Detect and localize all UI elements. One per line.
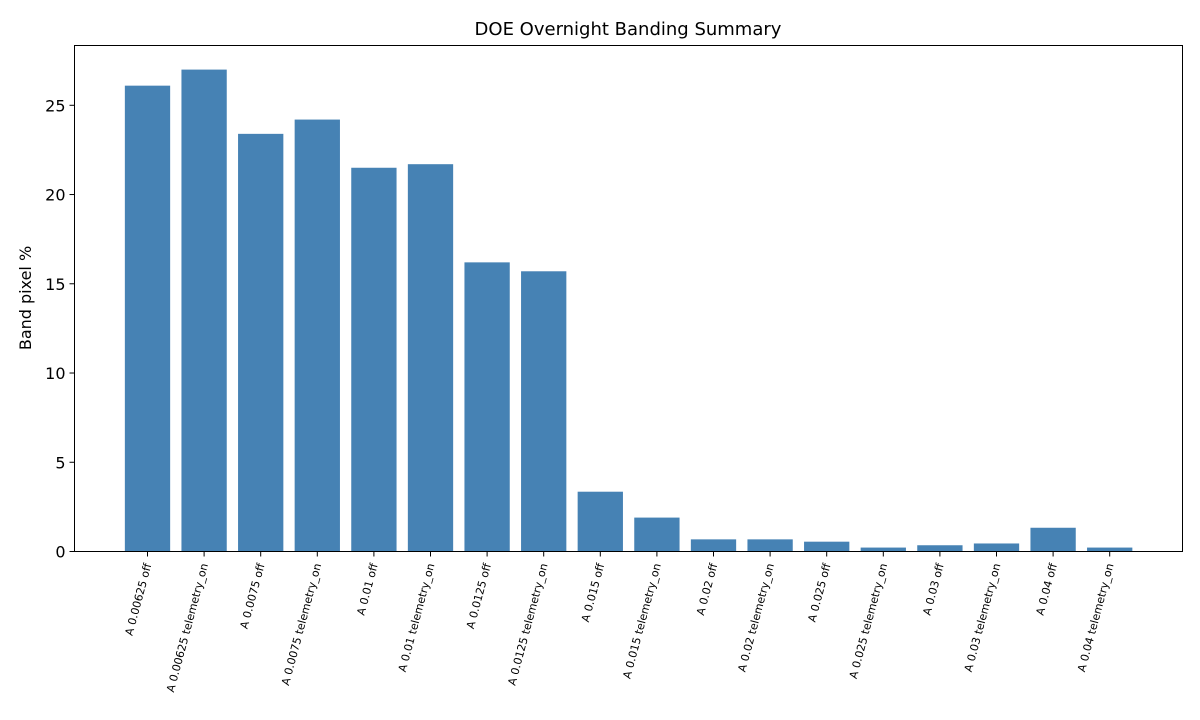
y-axis: 0 5 10 15 20 25 xyxy=(45,96,75,562)
y-tick-label: 10 xyxy=(45,364,65,383)
x-tick-label: A 0.01 telemetry_on xyxy=(396,562,438,674)
bar xyxy=(124,85,171,552)
y-tick-label: 0 xyxy=(55,543,65,562)
bar xyxy=(521,271,567,552)
y-tick-label: 15 xyxy=(45,275,65,294)
bar xyxy=(351,167,397,552)
bar xyxy=(238,133,284,552)
x-tick-label: A 0.04 off xyxy=(1034,562,1060,617)
y-tick-label: 5 xyxy=(55,453,65,472)
bar xyxy=(860,547,906,552)
y-axis-label: Band pixel % xyxy=(16,246,35,350)
x-tick-label: A 0.0125 telemetry_on xyxy=(505,562,550,687)
bar xyxy=(1030,527,1076,552)
y-tick-label: 25 xyxy=(45,96,65,115)
bar xyxy=(690,539,737,552)
bar xyxy=(407,164,454,552)
chart-title: DOE Overnight Banding Summary xyxy=(475,19,782,40)
bar xyxy=(1087,547,1133,552)
x-tick-label: A 0.03 off xyxy=(920,562,946,617)
x-tick-label: A 0.00625 off xyxy=(123,562,155,638)
x-tick-label: A 0.0075 off xyxy=(238,562,268,631)
plot-frame xyxy=(74,45,1183,552)
bar xyxy=(464,262,510,552)
bar xyxy=(181,69,227,552)
bar xyxy=(634,517,680,552)
bar xyxy=(747,539,793,552)
x-tick-label: A 0.025 telemetry_on xyxy=(847,562,890,680)
bars-group xyxy=(124,69,1133,552)
x-tick-label: A 0.0125 off xyxy=(464,562,494,631)
bar xyxy=(577,491,623,552)
x-tick-label: A 0.02 off xyxy=(694,562,720,617)
y-tick-label: 20 xyxy=(45,186,65,205)
x-tick-label: A 0.015 telemetry_on xyxy=(620,562,663,680)
x-tick-label: A 0.03 telemetry_on xyxy=(962,562,1004,674)
x-tick-label: A 0.02 telemetry_on xyxy=(735,562,777,674)
bar xyxy=(294,119,340,552)
x-tick-label: A 0.0075 telemetry_on xyxy=(279,562,324,687)
x-tick-label: A 0.00625 telemetry_on xyxy=(164,562,211,694)
x-tick-label: A 0.025 off xyxy=(805,562,833,624)
bar xyxy=(804,541,850,552)
x-tick-label: A 0.01 off xyxy=(354,562,380,617)
x-tick-label: A 0.015 off xyxy=(579,562,607,624)
x-tick-label: A 0.04 telemetry_on xyxy=(1075,562,1117,674)
x-axis: A 0.00625 off A 0.00625 telemetry_on A 0.0… xyxy=(123,551,1117,694)
bar xyxy=(917,545,963,552)
bar xyxy=(973,543,1020,552)
